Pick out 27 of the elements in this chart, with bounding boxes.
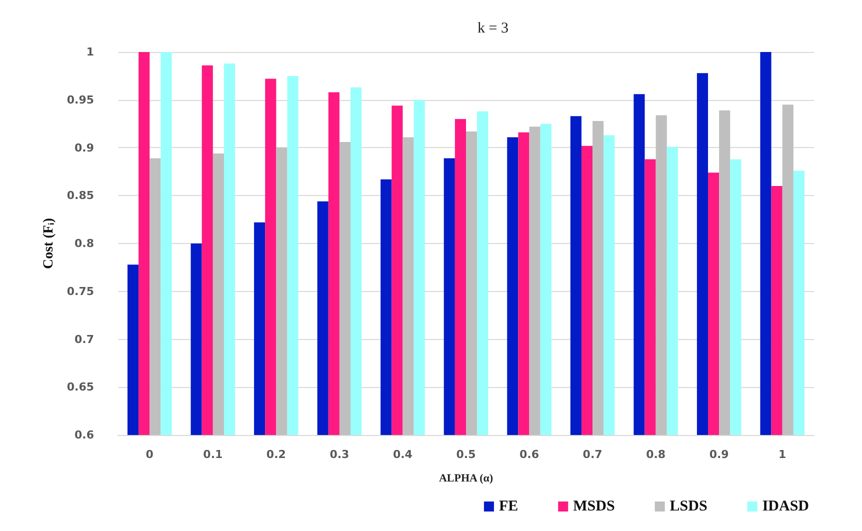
legend-label: LSDS: [670, 498, 708, 514]
x-tick-label: 0.6: [520, 448, 540, 461]
y-tick-label: 0.7: [74, 332, 94, 346]
y-tick-label: 0.6: [74, 428, 94, 442]
y-tick-label: 0.75: [66, 284, 94, 298]
chart-title: k = 3: [478, 20, 508, 36]
x-tick-label: 0.4: [392, 448, 413, 461]
x-tick-label: 0.7: [582, 448, 602, 461]
y-tick-label: 0.95: [66, 93, 94, 106]
x-axis-title: ALPHA (α): [438, 472, 494, 484]
legend-label: MSDS: [573, 498, 615, 514]
x-tick-label: 0.9: [709, 448, 729, 461]
y-axis-title: Cost (Fᵢ): [41, 218, 56, 270]
legend-label: FE: [498, 498, 518, 514]
x-tick-label: 0.3: [330, 448, 350, 461]
x-tick-label: 0.8: [646, 448, 666, 461]
y-tick-label: 0.9: [74, 141, 94, 154]
x-tick-label: 0.5: [456, 448, 476, 461]
legend-label: IDASD: [762, 498, 810, 514]
y-tick-label: 0.8: [74, 237, 94, 250]
y-tick-label: 0.65: [66, 380, 94, 394]
x-tick-label: 0: [146, 448, 154, 461]
x-tick-label: 0.2: [266, 448, 286, 461]
y-tick-label: 1: [86, 46, 94, 58]
x-tick-label: 1: [778, 448, 786, 461]
y-tick-label: 0.85: [66, 189, 94, 202]
x-tick-label: 0.1: [203, 448, 223, 461]
